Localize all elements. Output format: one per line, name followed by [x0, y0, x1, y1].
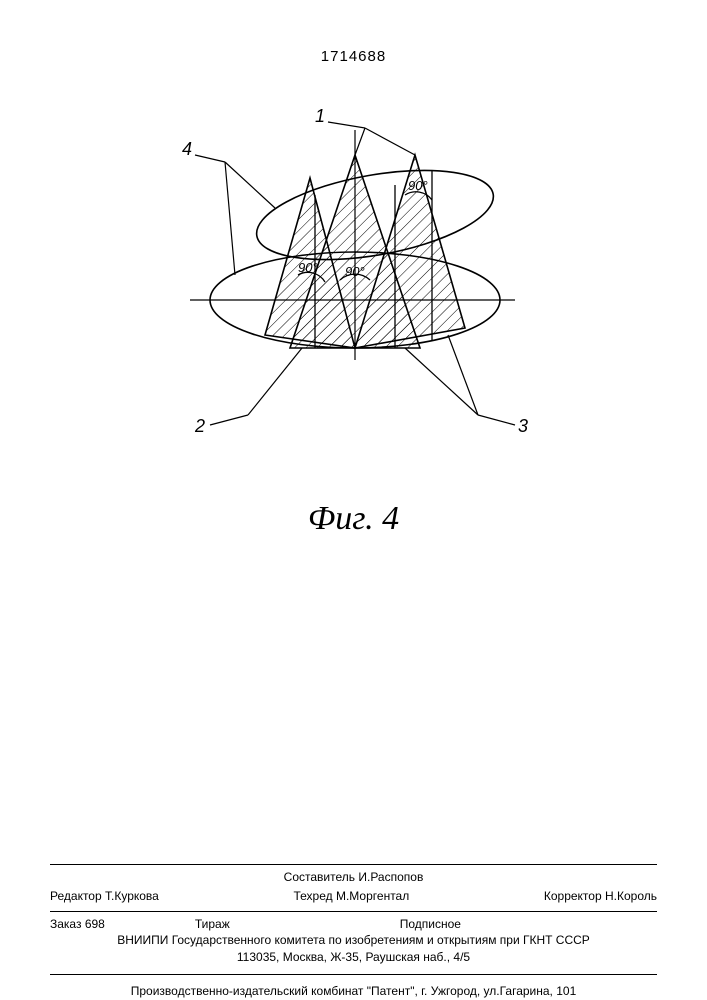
- compiler-label: Составитель: [284, 870, 355, 884]
- tirazh-label: Тираж: [195, 916, 230, 933]
- label-2: 2: [194, 416, 205, 436]
- footer-block: Составитель И.Распопов Редактор Т.Курков…: [50, 860, 657, 1000]
- printer-line: Производственно-издательский комбинат "П…: [50, 979, 657, 1000]
- compiler-row: Составитель И.Распопов: [50, 869, 657, 886]
- footer-rule-3: [50, 974, 657, 975]
- leader-4b: [225, 162, 235, 275]
- figure-svg: 90° 90° 90° 1 4 2 3: [180, 100, 530, 480]
- footer-rule-1: [50, 864, 657, 865]
- podpisnoe: Подписное: [400, 916, 461, 933]
- angle-label-top: 90°: [408, 178, 428, 193]
- patent-number: 1714688: [0, 48, 707, 65]
- order-num: 698: [85, 917, 105, 931]
- angle-label-left: 90°: [298, 260, 318, 275]
- corrector: Корректор Н.Король: [544, 888, 657, 905]
- corrector-label: Корректор: [544, 889, 602, 903]
- label-3: 3: [518, 416, 528, 436]
- leader-2: [248, 348, 302, 415]
- footer-rule-2: [50, 911, 657, 912]
- leader-1-tail: [328, 122, 365, 128]
- figure-4: 90° 90° 90° 1 4 2 3: [180, 100, 530, 480]
- leader-2-tail: [210, 415, 248, 425]
- label-1: 1: [315, 106, 325, 126]
- leader-3b: [448, 335, 478, 415]
- compiler-name: И.Распопов: [358, 870, 423, 884]
- order: Заказ 698: [50, 916, 105, 933]
- label-4: 4: [182, 139, 192, 159]
- editor: Редактор Т.Куркова: [50, 888, 159, 905]
- leader-3-tail: [478, 415, 515, 425]
- editor-name: Т.Куркова: [105, 889, 159, 903]
- page: 1714688: [0, 0, 707, 1000]
- leader-4a: [225, 162, 275, 208]
- leader-4-tail: [195, 155, 225, 162]
- credits-row: Редактор Т.Куркова Техред М.Моргентал Ко…: [50, 886, 657, 907]
- leader-1b: [365, 128, 415, 155]
- editor-label: Редактор: [50, 889, 102, 903]
- angle-label-center: 90°: [345, 264, 365, 279]
- figure-caption: Фиг. 4: [0, 500, 707, 538]
- techred-label: Техред: [293, 889, 332, 903]
- order-row: Заказ 698 Тираж Подписное: [50, 916, 657, 933]
- leader-1a: [355, 128, 365, 155]
- corrector-name: Н.Король: [605, 889, 657, 903]
- leader-3a: [405, 348, 478, 415]
- order-label: Заказ: [50, 917, 81, 931]
- org-line-2: 113035, Москва, Ж-35, Раушская наб., 4/5: [50, 949, 657, 970]
- techred-name: М.Моргентал: [336, 889, 409, 903]
- org-line-1: ВНИИПИ Государственного комитета по изоб…: [50, 932, 657, 949]
- techred: Техред М.Моргентал: [293, 888, 409, 905]
